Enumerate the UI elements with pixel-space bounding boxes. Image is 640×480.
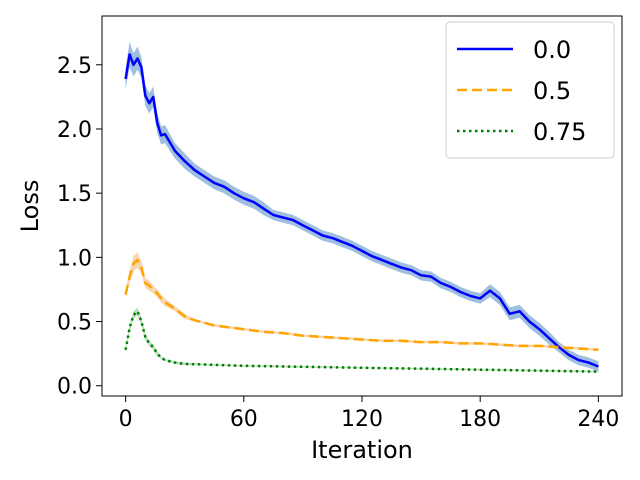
series-lines bbox=[124, 53, 599, 373]
y-tick-label: 1.5 bbox=[57, 182, 92, 207]
x-axis-label: Iteration bbox=[311, 436, 413, 464]
y-tick-label: 2.5 bbox=[57, 54, 92, 79]
x-tick-label: 60 bbox=[230, 407, 258, 432]
y-tick-label: 0.0 bbox=[57, 375, 92, 400]
legend-label-0: 0.0 bbox=[533, 36, 571, 64]
y-tick-label: 2.0 bbox=[57, 118, 92, 143]
line-series-1 bbox=[124, 258, 599, 352]
legend: 0.0 0.5 0.75 bbox=[445, 21, 615, 159]
y-axis-ticks: 0.0 0.5 1.0 1.5 2.0 2.5 bbox=[57, 54, 102, 400]
legend-label-2: 0.75 bbox=[533, 118, 586, 146]
legend-label-1: 0.5 bbox=[533, 77, 571, 105]
x-tick-label: 240 bbox=[577, 407, 619, 432]
line-series-0 bbox=[124, 53, 599, 368]
legend-box bbox=[445, 21, 615, 159]
y-axis-label: Loss bbox=[16, 180, 44, 233]
band-series-1 bbox=[125, 252, 599, 352]
x-tick-label: 180 bbox=[459, 407, 501, 432]
x-tick-label: 0 bbox=[119, 407, 133, 432]
y-tick-label: 1.0 bbox=[57, 246, 92, 271]
y-tick-label: 0.5 bbox=[57, 311, 92, 336]
x-tick-label: 120 bbox=[341, 407, 383, 432]
x-axis-ticks: 0 60 120 180 240 bbox=[119, 396, 619, 432]
